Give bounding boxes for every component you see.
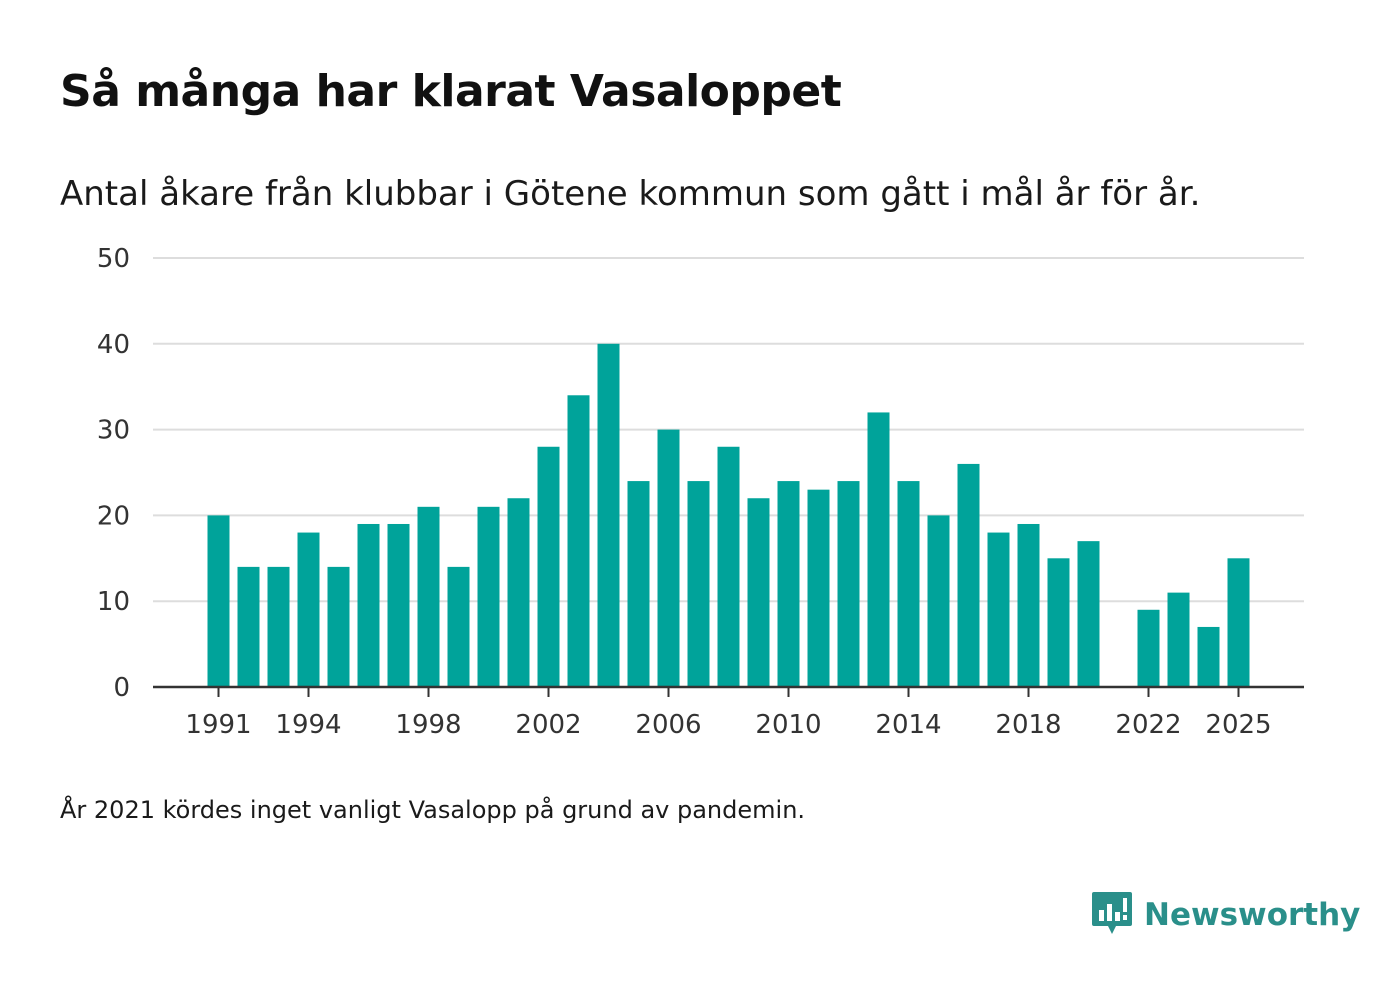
- bars: [207, 343, 1250, 687]
- bar-2001[interactable]: [507, 498, 530, 687]
- y-tick-label: 0: [113, 673, 130, 703]
- bar-2012[interactable]: [837, 481, 860, 687]
- bar-2003[interactable]: [567, 395, 590, 687]
- bar-1995[interactable]: [327, 566, 350, 687]
- bar-2019[interactable]: [1047, 558, 1070, 687]
- brand-logo[interactable]: Newsworthy: [1090, 890, 1360, 940]
- bar-2007[interactable]: [687, 481, 710, 687]
- bar-2018[interactable]: [1017, 523, 1040, 687]
- chart-title: Så många har klarat Vasaloppet: [60, 66, 842, 117]
- bar-2008[interactable]: [717, 446, 740, 687]
- y-tick-label: 40: [97, 330, 130, 360]
- bar-2006[interactable]: [657, 429, 680, 687]
- bar-2017[interactable]: [987, 532, 1010, 687]
- bar-2002[interactable]: [537, 446, 560, 687]
- x-tick-label: 1991: [185, 710, 251, 740]
- y-tick-label: 20: [97, 501, 130, 531]
- bar-2000[interactable]: [477, 506, 500, 687]
- bar-2010[interactable]: [777, 481, 800, 687]
- bar-1992[interactable]: [237, 566, 260, 687]
- x-tick-label: 1994: [275, 710, 341, 740]
- x-tick-label: 1998: [395, 710, 461, 740]
- bar-2025[interactable]: [1227, 558, 1250, 687]
- x-tick-label: 2018: [995, 710, 1061, 740]
- bar-2020[interactable]: [1077, 541, 1100, 687]
- axes: 0 10 20 30 40 50 1991 1994 1998 2002 2006 2010 2014 2…: [97, 244, 1304, 740]
- bar-1993[interactable]: [267, 566, 290, 687]
- bar-1998[interactable]: [417, 506, 440, 687]
- x-tick-label: 2022: [1115, 710, 1181, 740]
- x-tick-label: 2025: [1205, 710, 1271, 740]
- bar-1994[interactable]: [297, 532, 320, 687]
- x-tick-label: 2002: [515, 710, 581, 740]
- bar-1997[interactable]: [387, 523, 410, 687]
- bar-2013[interactable]: [867, 412, 890, 687]
- bar-2022[interactable]: [1137, 609, 1160, 687]
- bar-2015[interactable]: [927, 515, 950, 687]
- x-tick-label: 2014: [875, 710, 941, 740]
- bar-1996[interactable]: [357, 523, 380, 687]
- bar-2011[interactable]: [807, 489, 830, 687]
- bar-1991[interactable]: [207, 515, 230, 687]
- x-tick-label: 2006: [635, 710, 701, 740]
- y-tick-label: 50: [97, 244, 130, 274]
- y-tick-label: 30: [97, 416, 130, 446]
- chart-subtitle: Antal åkare från klubbar i Götene kommun…: [60, 174, 1201, 214]
- bar-2023[interactable]: [1167, 592, 1190, 687]
- bar-1999[interactable]: [447, 566, 470, 687]
- bar-2004[interactable]: [597, 343, 620, 687]
- bar-chart: 0 10 20 30 40 50 1991 1994 1998 2002 2006 2010 2014 2…: [97, 244, 1304, 740]
- bar-2016[interactable]: [957, 463, 980, 687]
- bar-2009[interactable]: [747, 498, 770, 687]
- newsworthy-logo-icon: [1092, 892, 1132, 934]
- y-tick-label: 10: [97, 587, 130, 617]
- x-tick-label: 2010: [755, 710, 821, 740]
- brand-name: Newsworthy: [1144, 897, 1361, 933]
- bar-2014[interactable]: [897, 481, 920, 687]
- bar-2005[interactable]: [627, 481, 650, 687]
- footnote: År 2021 kördes inget vanligt Vasalopp på…: [60, 796, 806, 824]
- bar-2024[interactable]: [1197, 626, 1220, 687]
